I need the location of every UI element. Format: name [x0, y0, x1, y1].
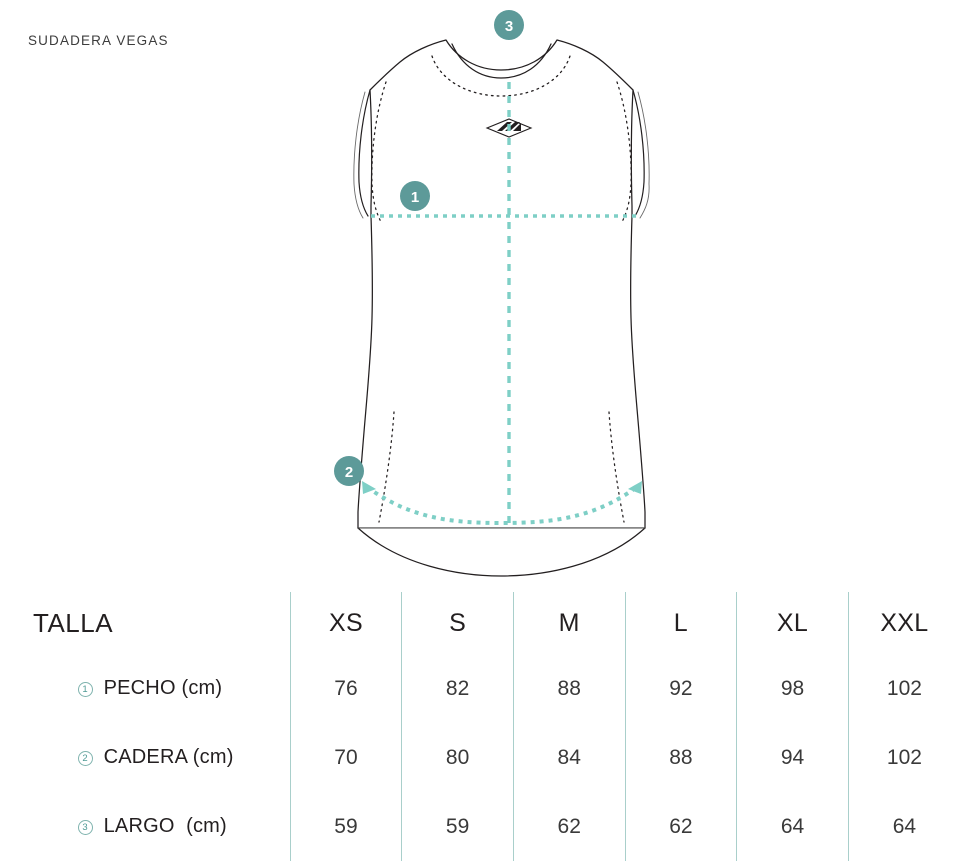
row-label-largo: 3 LARGO (cm) — [20, 792, 290, 861]
cell-largo-xs: 59 — [289, 792, 402, 861]
hip-arrow-left — [362, 481, 376, 494]
cell-cadera-m: 84 — [512, 723, 626, 792]
cell-largo-xl: 64 — [736, 792, 849, 861]
svg-text:3: 3 — [505, 18, 513, 35]
header-talla: TALLA — [33, 607, 114, 638]
callout-badge-1: 1 — [400, 181, 430, 211]
header-size-xxl: XXL — [847, 592, 960, 654]
row-label-cadera: 2 CADERA (cm) — [20, 723, 290, 792]
row-label-pecho: 1 PECHO (cm) — [20, 654, 290, 723]
armhole-stitch-right — [616, 81, 632, 223]
callout-badge-2: 2 — [334, 456, 364, 486]
neckline-stitch — [431, 55, 571, 97]
cell-largo-xxl: 64 — [847, 792, 960, 861]
cell-pecho-xs: 76 — [289, 654, 402, 723]
svg-text:1: 1 — [411, 189, 419, 206]
header-size-xl: XL — [736, 592, 849, 654]
cell-pecho-s: 82 — [401, 654, 514, 723]
cell-cadera-xxl: 102 — [847, 723, 960, 792]
header-size-xs: XS — [289, 592, 402, 654]
cell-cadera-l: 88 — [624, 723, 737, 792]
table-row: 3 LARGO (cm) 59 59 62 62 64 64 — [20, 792, 960, 861]
measurements-table: TALLA XS S M L XL XXL 1 PECHO (cm) 76 82 … — [20, 592, 960, 861]
hip-arrow-right — [628, 481, 642, 494]
armhole-binding-right-inner — [637, 91, 650, 219]
svg-text:2: 2 — [345, 464, 353, 481]
neckline-band — [451, 43, 552, 79]
cell-pecho-xl: 98 — [736, 654, 849, 723]
cell-pecho-xxl: 102 — [847, 654, 960, 723]
table-row: 2 CADERA (cm) 70 80 84 88 94 102 — [20, 723, 960, 792]
table-row: 1 PECHO (cm) 76 82 88 92 98 102 — [20, 654, 960, 723]
armhole-binding-left-inner — [353, 91, 366, 219]
header-size-s: S — [401, 592, 514, 654]
armhole-binding-left — [358, 89, 371, 217]
armhole-stitch-left — [371, 81, 387, 223]
row-marker-1: 1 — [77, 682, 93, 697]
cell-largo-s: 59 — [401, 792, 514, 861]
cell-cadera-xl: 94 — [736, 723, 849, 792]
cell-largo-l: 62 — [624, 792, 737, 861]
cell-cadera-xs: 70 — [289, 723, 402, 792]
cell-largo-m: 62 — [512, 792, 626, 861]
row-label-text: LARGO (cm) — [103, 815, 227, 837]
header-size-m: M — [512, 592, 626, 654]
armhole-binding-right — [632, 89, 645, 217]
table-header-row: TALLA XS S M L XL XXL — [20, 592, 960, 654]
size-chart-table: TALLA XS S M L XL XXL 1 PECHO (cm) 76 82 … — [0, 592, 974, 861]
cell-cadera-s: 80 — [401, 723, 514, 792]
garment-illustration: 3 1 2 — [334, 10, 650, 577]
garment-outline — [357, 39, 646, 529]
product-title: SUDADERA VEGAS — [28, 33, 169, 48]
row-marker-3: 3 — [77, 820, 93, 835]
row-marker-2: 2 — [77, 751, 93, 766]
cell-pecho-l: 92 — [624, 654, 737, 723]
callout-badge-3: 3 — [494, 10, 524, 40]
hem-curve — [357, 527, 646, 577]
cell-pecho-m: 88 — [512, 654, 626, 723]
header-size-l: L — [624, 592, 737, 654]
row-label-text: PECHO (cm) — [103, 677, 223, 699]
row-label-text: CADERA (cm) — [103, 746, 234, 768]
